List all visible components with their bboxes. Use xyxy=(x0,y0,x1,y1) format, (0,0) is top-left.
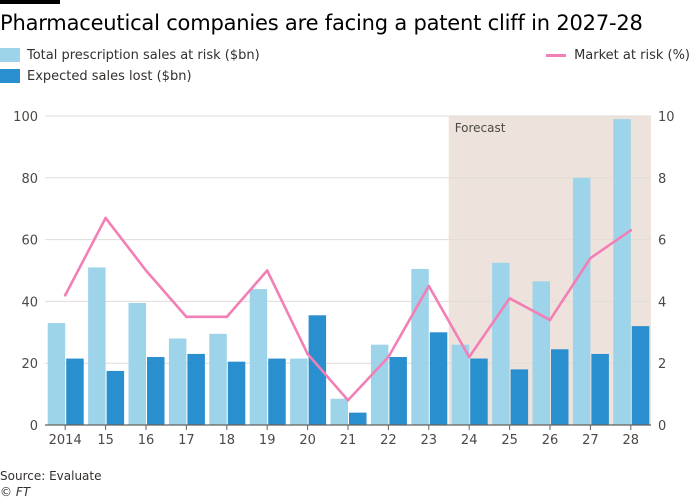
y-tick-right: 10 xyxy=(658,110,675,125)
x-tick-label: 21 xyxy=(340,433,357,448)
copyright-note: © FT xyxy=(0,485,31,499)
legend-bars: Total prescription sales at risk ($bn) E… xyxy=(0,46,260,88)
bar-total xyxy=(168,338,187,425)
x-tick-label: 23 xyxy=(421,433,438,448)
y-tick-left: 80 xyxy=(21,172,38,187)
bar-total xyxy=(128,302,146,425)
y-tick-left: 60 xyxy=(21,234,38,249)
bar-lost xyxy=(470,358,488,425)
bar-lost xyxy=(308,315,327,425)
bar-total xyxy=(370,344,389,425)
x-tick-label: 22 xyxy=(380,433,397,448)
bar-lost xyxy=(389,357,407,425)
x-tick-label: 24 xyxy=(461,433,478,448)
bar-total xyxy=(47,323,66,425)
point-market xyxy=(104,216,107,220)
bar-lost xyxy=(106,370,125,425)
legend-item-lost: Expected sales lost ($bn) xyxy=(0,67,260,85)
legend-swatch-total xyxy=(0,48,20,62)
point-market xyxy=(144,269,148,272)
point-market xyxy=(589,256,592,260)
bar-lost xyxy=(510,369,529,425)
point-market xyxy=(629,229,633,232)
bar-lost xyxy=(349,412,367,425)
x-tick-label: 26 xyxy=(542,433,559,448)
ft-top-rule xyxy=(0,0,60,4)
forecast-label: Forecast xyxy=(455,121,506,135)
bar-total xyxy=(572,177,591,425)
bar-total xyxy=(532,281,550,425)
point-market xyxy=(346,398,350,402)
legend-item-total: Total prescription sales at risk ($bn) xyxy=(0,46,260,64)
y-tick-right: 4 xyxy=(658,295,666,310)
point-market xyxy=(427,284,431,288)
x-tick-label: 20 xyxy=(299,433,316,448)
x-tick-label: 19 xyxy=(259,433,276,448)
point-market xyxy=(387,355,390,359)
x-tick-label: 15 xyxy=(97,433,114,448)
point-market xyxy=(185,315,188,319)
bar-lost xyxy=(227,361,246,425)
bar-lost xyxy=(187,353,205,425)
x-tick-label: 16 xyxy=(138,433,155,448)
bar-lost xyxy=(551,349,569,425)
bar-total xyxy=(492,262,510,425)
bar-total xyxy=(209,333,227,425)
legend-swatch-lost xyxy=(0,69,20,83)
legend-swatch-market xyxy=(546,53,567,57)
bar-total xyxy=(290,358,308,425)
legend-line: Market at risk (%) xyxy=(546,46,690,64)
bar-lost xyxy=(591,353,609,425)
y-tick-left: 100 xyxy=(13,110,38,125)
y-tick-right: 6 xyxy=(658,234,666,249)
source-note: Source: Evaluate xyxy=(0,469,102,483)
bar-total xyxy=(451,344,470,425)
bar-total xyxy=(613,119,631,425)
bar-lost xyxy=(429,332,448,425)
x-tick-label: 28 xyxy=(623,433,640,448)
bar-total xyxy=(330,398,348,425)
x-tick-label: 25 xyxy=(501,433,518,448)
point-market xyxy=(508,297,511,300)
bar-total xyxy=(88,267,106,425)
bar-lost xyxy=(147,357,165,425)
legend-label-lost: Expected sales lost ($bn) xyxy=(27,68,192,84)
point-market xyxy=(225,315,229,319)
y-tick-left: 0 xyxy=(30,419,38,434)
bar-lost xyxy=(66,358,84,425)
point-market xyxy=(63,293,67,297)
point-market xyxy=(548,318,552,322)
y-tick-right: 8 xyxy=(658,172,666,187)
y-tick-left: 20 xyxy=(21,357,38,372)
bar-lost xyxy=(268,358,286,425)
bar-total xyxy=(249,289,268,425)
chart-title: Pharmaceutical companies are facing a pa… xyxy=(0,11,643,35)
y-tick-right: 2 xyxy=(658,357,666,372)
y-tick-left: 40 xyxy=(21,295,38,310)
x-tick-label: 2014 xyxy=(49,433,82,448)
x-tick-label: 17 xyxy=(178,433,195,448)
legend-label-market: Market at risk (%) xyxy=(574,47,690,63)
point-market xyxy=(306,352,309,356)
x-tick-label: 27 xyxy=(582,433,599,448)
x-tick-label: 18 xyxy=(219,433,236,448)
point-market xyxy=(467,355,471,359)
legend-label-total: Total prescription sales at risk ($bn) xyxy=(27,47,260,63)
bar-lost xyxy=(631,326,650,425)
point-market xyxy=(265,269,269,272)
y-tick-right: 0 xyxy=(658,419,666,434)
